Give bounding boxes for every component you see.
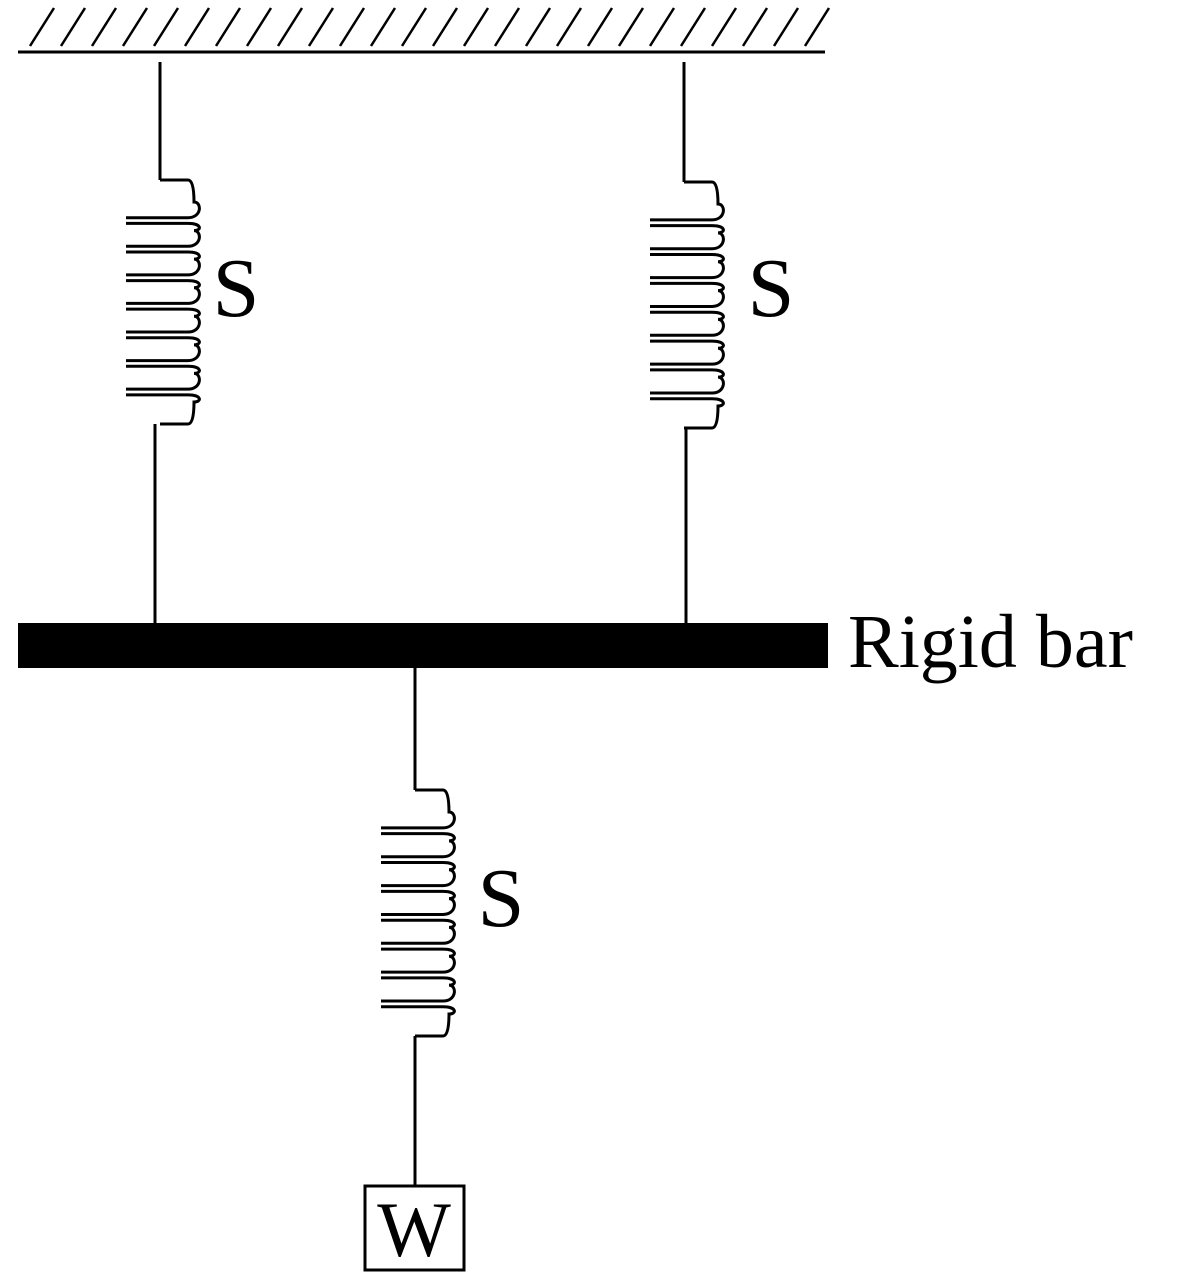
hatch-line	[679, 7, 707, 47]
left-spring-assembly	[126, 62, 201, 625]
hatch-line	[741, 7, 769, 47]
weight-box	[363, 1184, 466, 1272]
hatch-line	[555, 7, 583, 47]
hatch-line	[338, 7, 366, 47]
hatch-line	[710, 7, 738, 47]
weight-label: W	[377, 1186, 451, 1273]
lower-spring-coil	[381, 788, 456, 1038]
hatch-line	[648, 7, 676, 47]
hatch-line	[772, 7, 800, 47]
lower-spring-assembly	[381, 668, 456, 1186]
hatch-line	[803, 7, 831, 47]
hatch-line	[90, 7, 118, 47]
left-spring-coil	[126, 178, 201, 426]
right-spring-coil	[650, 180, 725, 430]
hatch-line	[245, 7, 273, 47]
left-spring-label: S	[213, 242, 260, 335]
hatch-line	[307, 7, 335, 47]
hatch-line	[152, 7, 180, 47]
hatch-line	[493, 7, 521, 47]
lower-spring-label: S	[478, 852, 525, 945]
ceiling-support	[18, 7, 831, 54]
hatch-line	[28, 7, 56, 47]
hatch-line	[121, 7, 149, 47]
right-spring-assembly	[650, 62, 725, 625]
hatch-line	[183, 7, 211, 47]
rigid-bar	[18, 623, 828, 668]
hatch-line	[59, 7, 87, 47]
hatch-line	[617, 7, 645, 47]
hatch-line	[276, 7, 304, 47]
hatch-line	[214, 7, 242, 47]
hatch-line	[369, 7, 397, 47]
right-spring-label: S	[748, 242, 795, 335]
hatch-line	[462, 7, 490, 47]
hatch-line	[586, 7, 614, 47]
ceiling-hatching	[28, 7, 831, 47]
hatch-line	[400, 7, 428, 47]
hatch-line	[524, 7, 552, 47]
hatch-line	[431, 7, 459, 47]
rigid-bar-label: Rigid bar	[848, 600, 1133, 684]
